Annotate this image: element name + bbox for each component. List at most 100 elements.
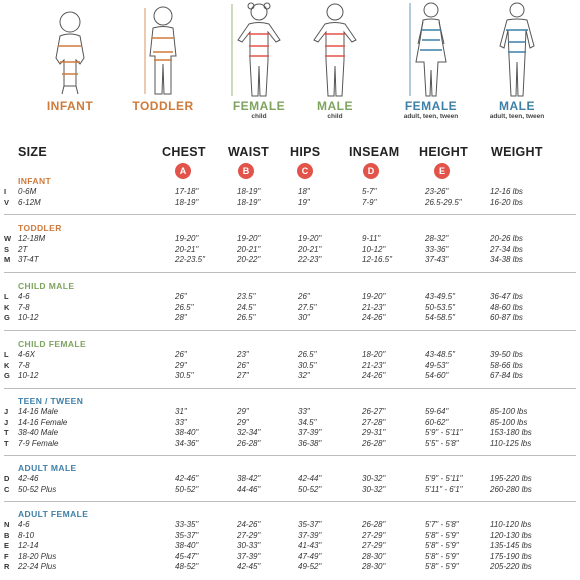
cell-code: K [4,360,10,370]
cell-height: 60-62" [425,417,449,427]
cell-size: 22-24 Plus [18,562,57,572]
cell-size: 6-12M [18,197,41,207]
figure-label: MALE [499,99,535,113]
cell-weight: 34-38 lbs [490,255,523,265]
cell-code: K [4,302,10,312]
cell-code: W [4,234,12,243]
section-divider [4,387,576,389]
cell-code: J [4,417,9,427]
cell-code: G [4,371,10,381]
cell-weight: 48-60 lbs [490,302,523,312]
section-divider [4,214,576,216]
cell-hips: 47-49" [298,551,322,561]
cell-hips: 37-39" [298,428,322,438]
table-row: L 4-6X 26" 23" 26.5" 18-20" 43-48.5" 39-50 lbs [0,349,580,360]
cell-weight: 58-66 lbs [490,360,523,370]
figure-sublabel: child [327,113,343,120]
cell-inseam: 10-12" [362,244,386,254]
cell-waist: 30-33" [237,541,261,551]
cell-hips: 42-44" [298,474,322,483]
cell-height: 5'7" - 5'8" [425,520,459,529]
table-row: N 4-6 33-35" 24-26" 35-37" 26-28" 5'7" - 5'8" 1… [0,519,580,530]
section-title: CHILD FEMALE [18,339,87,349]
cell-code: E [4,541,10,551]
cell-chest: 50-52" [175,484,199,494]
cell-height: 26.5-29.5" [425,197,462,207]
cell-hips: 26.5" [298,350,317,359]
cell-inseam: 28-30" [362,562,386,572]
cell-hips: 35-37" [298,520,322,529]
section-title: TODDLER [18,223,62,233]
cell-hips: 36-38" [298,438,322,448]
cell-hips: 20-21" [298,244,322,254]
cell-hips: 27.5" [298,302,317,312]
cell-weight: 60-87 lbs [490,313,523,323]
cell-size: 0-6M [18,187,37,196]
cell-height: 5'9" - 5'11" [425,474,463,483]
column-headers: SIZE CHEST WAIST HIPS INSEAM HEIGHT WEIG… [0,145,580,165]
cell-waist: 27-29" [237,530,261,540]
cell-hips: 30" [298,313,310,323]
cell-chest: 38-40" [175,428,199,438]
cell-size: 7-8 [18,360,30,370]
cell-code: L [4,350,9,359]
header-waist: WAIST [228,145,270,159]
cell-weight: 260-280 lbs [490,484,532,494]
figure-sublabel: adult, teen, tween [403,113,459,120]
male-adult-figure-icon [499,2,535,97]
cell-chest: 42-46" [175,474,199,483]
table-row: E 12-14 38-40" 30-33" 41-43" 27-29" 5'8" - 5'9… [0,540,580,551]
cell-height: 49-53" [425,360,449,370]
cell-inseam: 21-23" [362,360,386,370]
cell-hips: 34.5" [298,417,317,427]
cell-height: 54-60" [425,371,449,381]
cell-code: R [4,562,10,572]
cell-hips: 19" [298,197,310,207]
cell-weight: 195-220 lbs [490,474,532,483]
cell-waist: 24.5" [237,302,256,312]
cell-inseam: 30-32" [362,474,386,483]
cell-size: 14-16 Female [18,417,68,427]
figure-sublabel: adult, teen, tween [489,113,545,120]
cell-inseam: 12-16.5" [362,255,392,265]
badge-height: E [434,163,450,179]
cell-hips: 22-23" [298,255,322,265]
cell-inseam: 5-7" [362,187,377,196]
cell-hips: 19-20" [298,234,322,243]
cell-weight: 39-50 lbs [490,350,523,359]
header-size: SIZE [18,145,47,159]
cell-waist: 23.5" [237,292,256,301]
figure-label: TODDLER [132,99,194,113]
toddler-figure-icon [144,6,177,95]
cell-size: 38-40 Male [18,428,59,438]
cell-weight: 135-145 lbs [490,541,532,551]
cell-hips: 33" [298,407,310,416]
cell-waist: 29" [237,417,249,427]
cell-weight: 27-34 lbs [490,244,523,254]
cell-weight: 20-26 lbs [490,234,523,243]
section-divider [4,501,576,503]
cell-height: 43-49.5" [425,292,455,301]
table-row: D 42-46 42-46" 38-42" 42-44" 30-32" 5'9" - 5'1… [0,473,580,484]
cell-chest: 34-36" [175,438,199,448]
table-row: T 38-40 Male 38-40" 32-34" 37-39" 29-31" 5'9" … [0,427,580,438]
cell-code: T [4,438,9,448]
cell-weight: 153-180 lbs [490,428,532,438]
cell-hips: 18" [298,187,310,196]
badge-inseam: D [363,163,379,179]
cell-size: 50-52 Plus [18,484,57,494]
infant-figure-icon [55,11,85,95]
cell-code: N [4,520,10,529]
cell-size: 7-8 [18,302,30,312]
table-row: M 3T-4T 22-23.5" 20-22" 22-23" 12-16.5" 37-43"… [0,254,580,265]
cell-weight: 205-220 lbs [490,562,532,572]
cell-size: 3T-4T [18,255,39,265]
cell-height: 5'5" - 5'8" [425,438,459,448]
cell-height: 59-64" [425,407,449,416]
cell-chest: 38-40" [175,541,199,551]
cell-chest: 35-37" [175,530,199,540]
cell-chest: 17-18" [175,187,199,196]
cell-size: 14-16 Male [18,407,59,416]
cell-weight: 12-16 lbs [490,187,523,196]
cell-inseam: 9-11" [362,234,381,243]
